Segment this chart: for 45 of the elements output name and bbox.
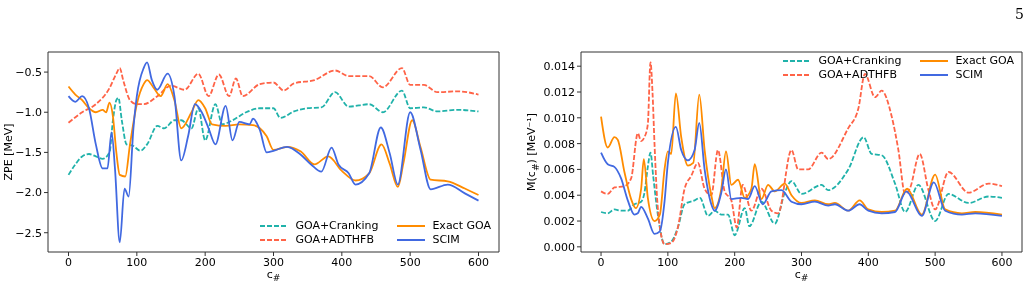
x-tick-label: 400 <box>857 255 879 269</box>
legend-label: GOA+Cranking <box>818 54 902 67</box>
line-series <box>600 92 1003 222</box>
y-tick-label: 0.000 <box>543 240 575 254</box>
y-axis-title: ZPE [MeV] <box>1 123 15 181</box>
legend-label: Exact GOA <box>432 219 491 232</box>
x-tick-label: 400 <box>331 255 353 269</box>
line-series <box>600 122 1003 235</box>
y-tick-label: 0.004 <box>543 189 575 203</box>
legend-label: Exact GOA <box>955 54 1014 67</box>
y-tick-label: −0.5 <box>15 65 42 79</box>
y-tick-label: −2.0 <box>15 186 42 200</box>
legend-label: GOA+ADTHFB <box>295 233 374 246</box>
x-tick-label: 500 <box>924 255 946 269</box>
x-tick-label: 0 <box>597 255 605 269</box>
legend-label: GOA+Cranking <box>295 219 379 232</box>
legend-label: GOA+ADTHFB <box>818 68 897 81</box>
x-axis-title: c$_{#}$ <box>794 268 809 284</box>
x-tick-label: 300 <box>791 255 812 269</box>
x-tick-label: 500 <box>399 255 421 269</box>
line-series <box>67 89 480 176</box>
y-tick-label: 0.006 <box>543 163 575 177</box>
line-series <box>67 79 480 196</box>
x-tick-label: 0 <box>65 255 72 269</box>
line-series <box>600 136 1003 246</box>
y-tick-label: 0.010 <box>543 111 575 125</box>
y-tick-label: 0.008 <box>543 137 575 151</box>
legend-label: SCIM <box>955 68 983 81</box>
y-tick-label: 0.014 <box>543 60 575 74</box>
x-tick-label: 600 <box>468 255 489 269</box>
x-tick-label: 200 <box>724 255 746 269</box>
y-tick-label: −1.0 <box>15 106 42 120</box>
line-series <box>67 67 480 124</box>
x-tick-label: 600 <box>991 255 1013 269</box>
x-tick-label: 100 <box>126 255 148 269</box>
y-tick-label: 0.002 <box>543 214 575 228</box>
x-axis-title: c$_{#}$ <box>266 268 281 284</box>
y-tick-label: −2.5 <box>15 226 42 240</box>
x-tick-label: 300 <box>263 255 284 269</box>
y-tick-label: −1.5 <box>15 146 42 160</box>
text: 5 <box>1015 6 1024 22</box>
y-tick-label: 0.012 <box>543 85 575 99</box>
x-tick-label: 200 <box>194 255 216 269</box>
legend-label: SCIM <box>432 233 460 246</box>
x-tick-label: 100 <box>657 255 679 269</box>
